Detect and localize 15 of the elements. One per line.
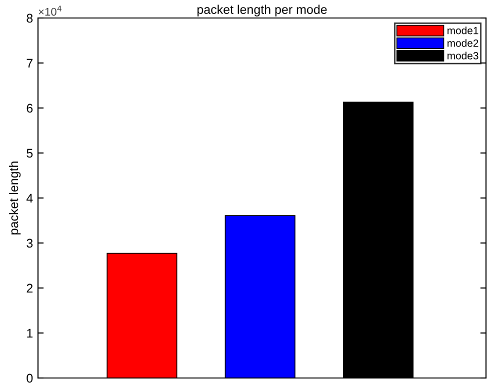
legend-label: mode3 xyxy=(448,52,478,60)
y-tick-label: 5 xyxy=(26,148,33,158)
y-tick-label: 6 xyxy=(26,104,33,113)
text: ×10$^{4}$ xyxy=(38,6,62,16)
y-tick-label: 4 xyxy=(26,194,33,203)
legend-label: mode2 xyxy=(448,39,478,47)
y-axis-title: packet length xyxy=(8,162,21,234)
legend-label: mode1 xyxy=(448,26,478,34)
y-tick-label: 1 xyxy=(27,328,33,338)
y-tick-label: 2 xyxy=(26,284,33,293)
y-tick-label: 0 xyxy=(26,374,33,383)
chart-title: packet length per mode xyxy=(197,4,327,16)
y-tick-label: 7 xyxy=(26,58,33,68)
y-tick-label: 3 xyxy=(26,238,33,248)
y-tick-label: 8 xyxy=(26,14,33,23)
